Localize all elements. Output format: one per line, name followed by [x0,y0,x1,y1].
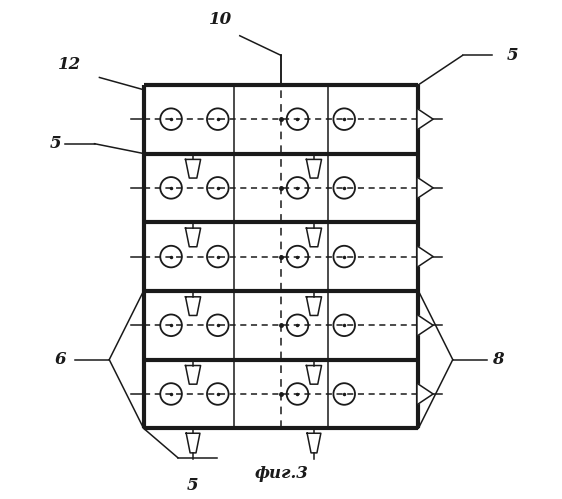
Polygon shape [306,297,321,315]
Text: 10: 10 [209,11,232,28]
Text: 5: 5 [507,47,518,64]
Polygon shape [185,228,201,247]
Polygon shape [419,178,433,198]
Polygon shape [186,433,200,453]
Polygon shape [419,315,433,335]
Text: 8: 8 [492,351,504,368]
Polygon shape [306,366,321,384]
Text: 5: 5 [187,478,198,495]
Polygon shape [307,433,321,453]
Text: 6: 6 [55,351,66,368]
Text: 5: 5 [49,135,61,152]
Polygon shape [419,109,433,129]
Polygon shape [185,366,201,384]
Text: 12: 12 [58,55,81,72]
Polygon shape [419,384,433,404]
Polygon shape [419,247,433,266]
Text: фиг.3: фиг.3 [254,466,308,483]
Polygon shape [306,228,321,247]
Polygon shape [185,297,201,315]
Polygon shape [185,159,201,178]
Polygon shape [306,159,321,178]
